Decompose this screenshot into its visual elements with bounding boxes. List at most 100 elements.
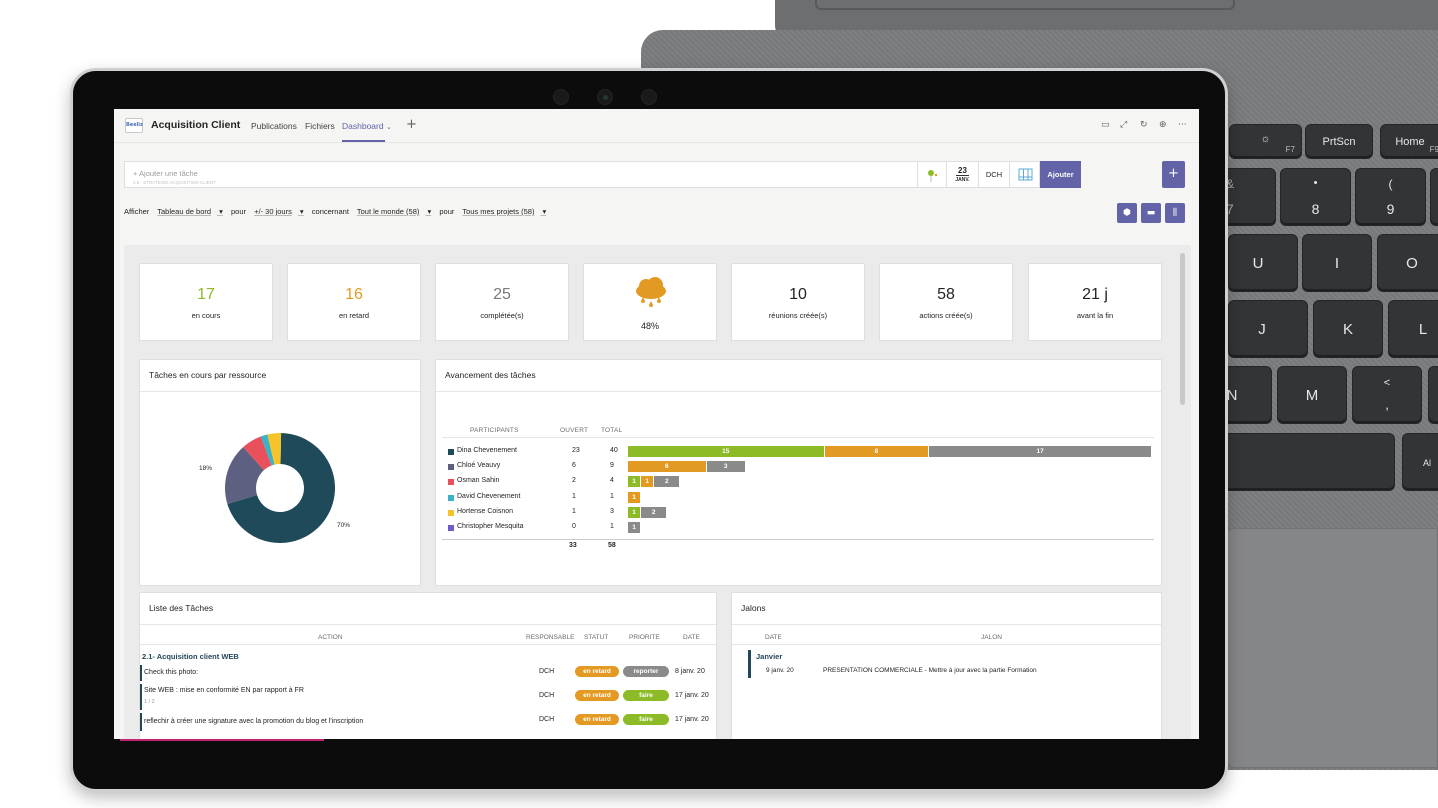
donut-slice[interactable] [260, 434, 275, 466]
kpi-value: 16 [345, 286, 363, 303]
participant-name[interactable]: Hortense Coisnon [457, 507, 514, 515]
participant-name[interactable]: Christopher Mesquita [457, 523, 524, 530]
progress-bar-segment[interactable]: 15 [628, 446, 824, 457]
window-icon: ▬ [1146, 208, 1156, 218]
settings-button[interactable]: ⫼ [1165, 203, 1185, 223]
kpi-label: en cours [191, 311, 221, 320]
camera-sensor [553, 89, 569, 105]
box-icon: ⬢ [1123, 208, 1131, 218]
milestone-text[interactable]: PRESENTATION COMMERCIALE - Mettre à jour… [823, 667, 1037, 674]
export-button[interactable]: ⬢ [1117, 203, 1137, 223]
participant-name[interactable]: Chloé Veauvy [457, 462, 501, 470]
donut-slice[interactable] [267, 433, 282, 465]
chat-icon[interactable]: ▭ [1101, 120, 1110, 130]
globe-icon[interactable]: ⊕ [1159, 120, 1167, 130]
total-open: 33 [569, 542, 577, 549]
progress-bar-segment[interactable]: 3 [706, 461, 745, 473]
col-total: TOTAL [601, 427, 623, 434]
kpi-actions[interactable]: 58 actions créée(s) [879, 263, 1013, 341]
add-tab-button[interactable]: + [406, 117, 417, 132]
header-divider [732, 644, 1161, 645]
donut-label-small: 18% [199, 465, 213, 472]
task-color-picker[interactable] [917, 161, 947, 188]
participant-name[interactable]: Dina Chevenement [457, 447, 517, 454]
kpi-in-progress[interactable]: 17 en cours [139, 263, 273, 341]
kpi-meetings[interactable]: 10 réunions créée(s) [731, 263, 865, 341]
projects-dropdown[interactable]: Tous mes projets (58) ▾ [462, 207, 547, 216]
keyboard-key-comma: < , [1352, 366, 1422, 424]
tab-dashboard[interactable]: Dashboard ⌄ [342, 121, 392, 131]
task-list-panel: Liste des Tâches ACTION RESPONSABLE STAT… [139, 592, 717, 739]
task-row[interactable]: Site WEB : mise en conformité EN par rap… [140, 684, 716, 710]
rain-cloud-icon [636, 277, 666, 307]
donut-slice[interactable] [227, 433, 335, 543]
panel-title: Jalons [741, 603, 766, 613]
refresh-icon[interactable]: ↻ [1140, 120, 1148, 130]
add-task-placeholder: + Ajouter une tâche [133, 169, 198, 178]
filter-show-label: Afficher [124, 207, 150, 216]
camera-sensor [641, 89, 657, 105]
progress-bar-segment[interactable]: 6 [628, 461, 706, 473]
task-row[interactable]: Check this photo: DCH en retard reporter… [140, 665, 716, 681]
progress-bar-segment[interactable]: 1 [628, 491, 641, 503]
people-dropdown[interactable]: Tout le monde (58) ▾ [356, 207, 432, 216]
kpi-late[interactable]: 16 en retard [287, 263, 421, 341]
priority-badge[interactable]: reporter [623, 666, 669, 677]
layout-button[interactable]: ▬ [1141, 203, 1161, 223]
status-badge[interactable]: en retard [575, 714, 619, 725]
filter-concerning-label: concernant [311, 207, 349, 216]
panel-divider [140, 624, 716, 625]
priority-badge[interactable]: faire [623, 690, 669, 701]
progress-bar-segment[interactable]: 1 [641, 476, 654, 488]
keyboard-key-l: L [1388, 300, 1438, 358]
participant-total: 9 [610, 462, 614, 470]
add-task-button[interactable]: Ajouter [1040, 161, 1081, 188]
kpi-completed[interactable]: 25 complétée(s) [435, 263, 569, 341]
task-responsable: DCH [539, 692, 555, 699]
add-task-input[interactable]: + Ajouter une tâche 2.5 - STRATEGIE ACQU… [124, 161, 918, 188]
participant-name[interactable]: Osman Sahin [457, 477, 500, 485]
progress-bar-segment[interactable]: 1 [628, 522, 641, 533]
teams-tab-header: Beeliz Acquisition Client Publications F… [114, 109, 1199, 143]
progress-bar-segment[interactable]: 2 [641, 506, 667, 518]
board-view-button[interactable] [1009, 161, 1040, 188]
total-all: 58 [608, 542, 616, 549]
col-participants: PARTICIPANTS [470, 427, 519, 434]
keyboard-key-9: ( 9 [1355, 168, 1426, 226]
status-badge[interactable]: en retard [575, 666, 619, 677]
progress-bar-segment[interactable]: 1 [628, 476, 641, 488]
task-row[interactable]: reflechir à créer une signature avec la … [140, 713, 716, 731]
assignee-selector[interactable]: DCH [978, 161, 1010, 188]
progress-bar-segment[interactable]: 8 [824, 446, 929, 457]
kpi-value: 10 [789, 286, 807, 303]
progress-bar-segment[interactable]: 2 [654, 476, 680, 488]
new-item-button[interactable]: + [1162, 161, 1185, 188]
board-icon [1018, 168, 1033, 181]
kpi-weather[interactable]: 48% [583, 263, 717, 341]
scrollbar[interactable] [1180, 253, 1185, 405]
keyboard-key-home: Home F9 [1380, 124, 1438, 159]
participant-name[interactable]: David Chevenement [457, 492, 521, 500]
donut-slice[interactable] [225, 447, 264, 504]
status-badge[interactable]: en retard [575, 690, 619, 701]
more-icon[interactable]: ··· [1178, 120, 1187, 130]
participant-open: 1 [572, 507, 576, 515]
task-group-title[interactable]: 2.1- Acquisition client WEB [142, 652, 239, 661]
filter-for-label-2: pour [439, 207, 455, 216]
due-date-picker[interactable]: 23 JANV. [946, 161, 979, 188]
period-dropdown[interactable]: +/- 30 jours ▾ [254, 207, 304, 216]
tab-publications[interactable]: Publications [251, 121, 297, 131]
progress-bar-segment[interactable]: 17 [929, 446, 1151, 457]
milestone-date[interactable]: 9 janv. 20 [766, 667, 794, 674]
sliders-icon: ⫼ [1172, 208, 1178, 218]
donut-slice[interactable] [243, 436, 272, 471]
priority-badge[interactable]: faire [623, 714, 669, 725]
view-dropdown[interactable]: Tableau de bord ▾ [157, 207, 223, 216]
tab-fichiers[interactable]: Fichiers [305, 121, 335, 131]
progress-bar-segment[interactable]: 1 [628, 506, 641, 518]
pin-icon [928, 170, 938, 182]
kpi-days-left[interactable]: 21 j avant la fin [1028, 263, 1162, 341]
expand-icon[interactable]: ⤢ [1120, 120, 1128, 130]
due-date-day: 23 [956, 167, 969, 176]
